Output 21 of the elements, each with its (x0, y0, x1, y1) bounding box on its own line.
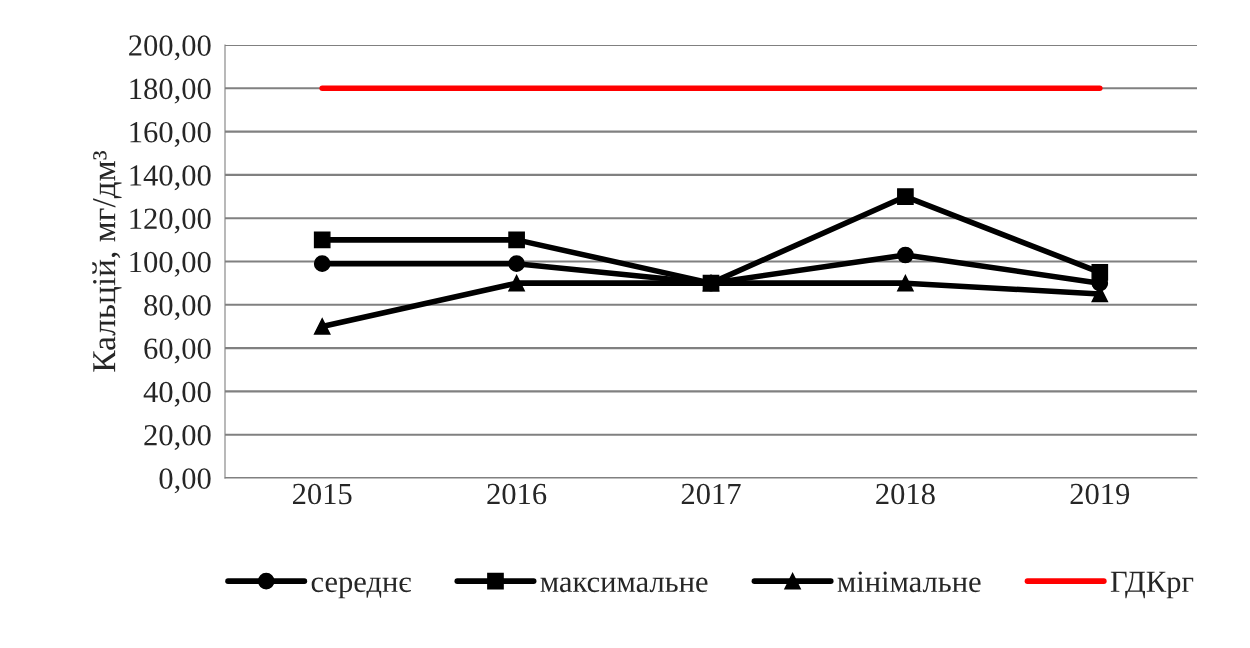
y-tick-label: 80,00 (144, 295, 211, 321)
legend-label: максимальне (540, 577, 708, 593)
x-tick-label: 2016 (487, 483, 547, 505)
y-tick-label: 200,00 (129, 35, 211, 61)
legend-label: мінімальне (837, 571, 981, 593)
y-tick-label: 60,00 (144, 338, 211, 364)
legend-label: середнє (311, 577, 411, 599)
y-tick-label: 0,00 (159, 468, 211, 494)
legend-label: ГДКрг (1110, 571, 1194, 599)
y-tick-label: 40,00 (143, 381, 211, 407)
x-tick-label: 2017 (681, 483, 741, 505)
y-tick-label: 140,00 (130, 165, 211, 191)
x-tick-label: 2018 (876, 483, 935, 505)
y-tick-label: 160,00 (130, 121, 211, 147)
y-tick-label: 180,00 (130, 78, 211, 104)
x-tick-label: 2015 (292, 483, 352, 505)
y-tick-label: 120,00 (130, 208, 211, 234)
y-axis-title: Кальцій, мг/дм³ (92, 150, 122, 372)
y-tick-label: 100,00 (130, 251, 211, 277)
x-tick-label: 2019 (1070, 483, 1130, 505)
y-tick-label: 20,00 (144, 424, 211, 450)
